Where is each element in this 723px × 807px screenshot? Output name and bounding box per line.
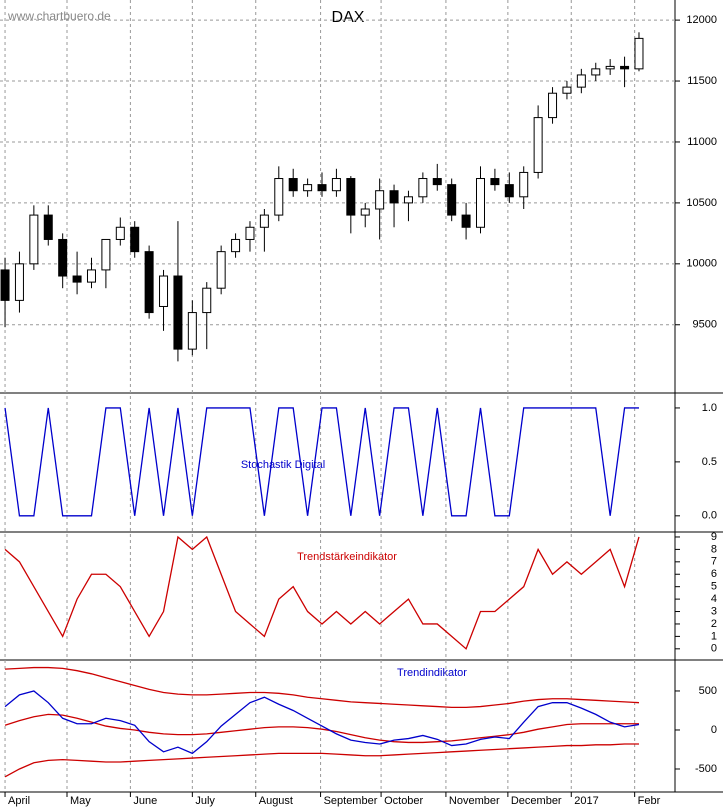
y-tick-label: 0.5 [702,456,717,468]
panel-title: Trendindikator [397,667,467,679]
x-tick-label: April [8,795,30,807]
x-tick-label: November [449,795,500,807]
candle-body [58,238,68,277]
candle-body [605,65,615,70]
y-tick-label: 9 [711,531,717,543]
y-tick-label: 3 [711,605,717,617]
candle-body [130,226,140,253]
candle-body [187,312,197,350]
candle-body [331,178,341,192]
y-tick-label: 4 [711,593,717,605]
candle-body [245,226,255,240]
data-line [5,666,640,709]
y-tick-label: 11500 [687,75,717,87]
candle-body [533,117,543,173]
data-line [4,535,640,650]
candle-body [274,178,284,216]
candle-body [72,275,82,283]
candle-body [317,184,327,192]
y-tick-label: 11000 [687,136,717,148]
y-tick-label: 8 [711,543,717,555]
y-tick-label: 12000 [686,14,717,26]
panel-title: Stochastik Digital [241,459,325,471]
candle-body [144,251,154,314]
data-line [4,743,639,778]
candle-body [447,184,457,216]
x-tick-label: August [259,795,293,807]
candle-body [303,184,313,192]
panel-title: Trendstärkeindikator [297,551,397,563]
y-tick-label: 5 [711,581,717,593]
candle-body [159,275,169,307]
y-tick-label: 0 [711,643,717,655]
candle-body [591,68,601,76]
x-tick-label: December [511,795,562,807]
candle-body [418,178,428,198]
candle-body [0,269,10,301]
candle-body [202,287,212,314]
candle-body [29,214,39,265]
x-tick-label: June [133,795,157,807]
y-tick-label: 0.0 [702,510,717,522]
candle-body [101,238,111,271]
data-line [4,690,640,755]
y-tick-label: 1.0 [702,402,717,414]
candle-body [562,86,572,94]
candle-body [461,214,471,228]
y-tick-label: -500 [695,763,717,775]
candle-body [346,178,356,216]
candle-body [519,171,529,198]
candle-body [115,226,125,240]
candle-body [403,196,413,204]
candle-body [576,74,586,88]
y-tick-label: 0 [711,724,717,736]
candle-body [475,178,485,228]
watermark: www.chartbuero.de [7,9,111,23]
candle-body [634,37,644,70]
y-tick-label: 10000 [686,258,717,270]
x-tick-label: Febr [638,795,661,807]
candle-body [173,275,183,350]
x-tick-label: October [384,795,423,807]
x-tick-label: 2017 [574,795,598,807]
data-line [4,407,639,517]
chart-title: DAX [332,9,365,26]
x-tick-label: May [70,795,91,807]
y-tick-label: 10500 [686,197,717,209]
candle-body [14,263,24,301]
candle-body [620,65,630,70]
candle-body [216,251,226,289]
y-tick-label: 500 [699,685,717,697]
candle-body [490,178,500,186]
candle-body [360,208,370,216]
y-tick-label: 7 [711,556,717,568]
candle-body [259,214,269,228]
candle-body [504,184,514,198]
candle-body [548,92,558,119]
x-tick-label: July [195,795,215,807]
y-tick-label: 9500 [693,319,717,331]
candle-body [86,269,96,283]
y-tick-label: 1 [711,630,717,642]
y-tick-label: 2 [711,618,717,630]
candle-body [43,214,53,240]
candle-body [288,178,298,192]
y-tick-label: 6 [711,568,717,580]
candle-body [231,238,241,253]
candle-body [432,178,442,186]
data-line [4,713,639,744]
candle-body [389,190,399,204]
x-tick-label: September [324,795,378,807]
candle-body [375,190,385,210]
